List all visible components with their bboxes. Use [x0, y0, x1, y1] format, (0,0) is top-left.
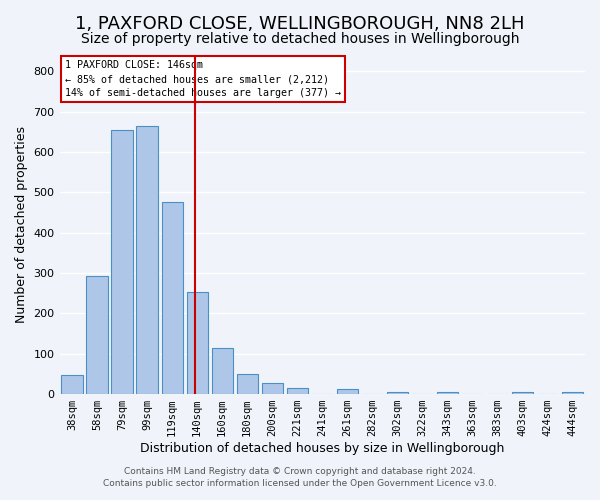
Text: 1 PAXFORD CLOSE: 146sqm
← 85% of detached houses are smaller (2,212)
14% of semi: 1 PAXFORD CLOSE: 146sqm ← 85% of detache…	[65, 60, 341, 98]
Bar	[136, 126, 158, 394]
Text: Size of property relative to detached houses in Wellingborough: Size of property relative to detached ho…	[81, 32, 519, 46]
Bar	[187, 292, 208, 394]
Bar	[161, 202, 183, 394]
Bar	[512, 392, 533, 394]
Y-axis label: Number of detached properties: Number of detached properties	[15, 126, 28, 323]
Bar	[236, 374, 258, 394]
Text: Contains HM Land Registry data © Crown copyright and database right 2024.
Contai: Contains HM Land Registry data © Crown c…	[103, 466, 497, 487]
Bar	[287, 388, 308, 394]
Bar	[86, 276, 108, 394]
Bar	[437, 392, 458, 394]
Bar	[387, 392, 408, 394]
X-axis label: Distribution of detached houses by size in Wellingborough: Distribution of detached houses by size …	[140, 442, 505, 455]
Bar	[337, 389, 358, 394]
Bar	[61, 375, 83, 394]
Text: 1, PAXFORD CLOSE, WELLINGBOROUGH, NN8 2LH: 1, PAXFORD CLOSE, WELLINGBOROUGH, NN8 2L…	[75, 15, 525, 33]
Bar	[112, 130, 133, 394]
Bar	[262, 383, 283, 394]
Bar	[212, 348, 233, 394]
Bar	[562, 392, 583, 394]
